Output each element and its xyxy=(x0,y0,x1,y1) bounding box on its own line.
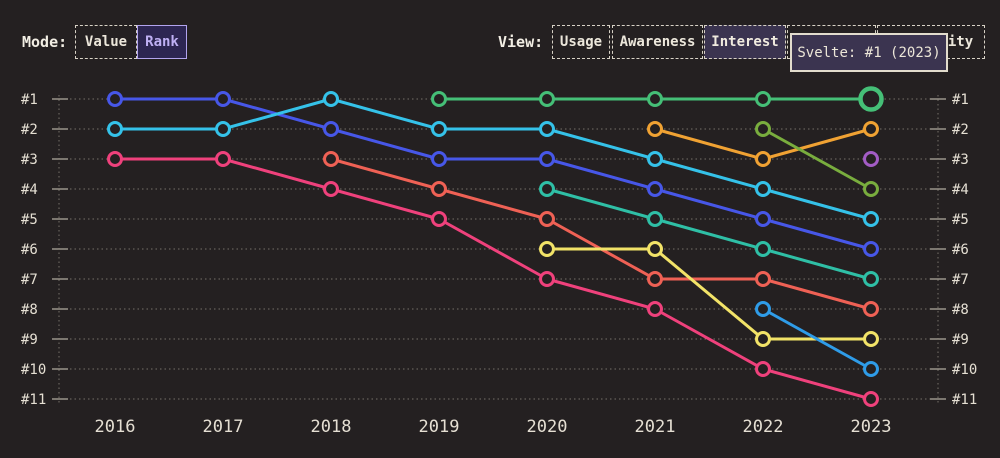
tooltip-text: Svelte: #1 (2023) xyxy=(797,44,941,61)
data-point-green-2021[interactable] xyxy=(647,91,663,107)
year-label-2023: 2023 xyxy=(851,417,892,437)
rank-label-right-6: #6 xyxy=(952,242,969,258)
rank-label-right-2: #2 xyxy=(952,122,969,138)
rank-label-left-2: #2 xyxy=(21,122,38,138)
data-point-sky-2017[interactable] xyxy=(215,121,231,137)
rank-label-right-7: #7 xyxy=(952,272,969,288)
rank-label-left-5: #5 xyxy=(21,212,38,228)
data-point-indigo-2023[interactable] xyxy=(863,241,879,257)
rank-label-left-9: #9 xyxy=(21,332,38,348)
mode-label: Mode: xyxy=(22,33,68,51)
rank-label-left-11: #11 xyxy=(21,392,46,408)
data-point-indigo-2017[interactable] xyxy=(215,91,231,107)
data-point-sky-2019[interactable] xyxy=(431,121,447,137)
data-point-violet-2023[interactable] xyxy=(863,151,879,167)
data-point-indigo-2016[interactable] xyxy=(107,91,123,107)
series-line-azure xyxy=(761,307,873,371)
data-point-teal-2021[interactable] xyxy=(647,211,663,227)
data-point-yellow-2022[interactable] xyxy=(755,331,771,347)
rank-label-right-8: #8 xyxy=(952,302,969,318)
view-option-usage[interactable]: Usage xyxy=(552,25,610,59)
rank-label-right-10: #10 xyxy=(952,362,977,378)
chart-tooltip: Svelte: #1 (2023) xyxy=(790,33,948,72)
data-point-indigo-2018[interactable] xyxy=(323,121,339,137)
data-point-indigo-2021[interactable] xyxy=(647,181,663,197)
series-line-indigo xyxy=(113,97,873,251)
data-point-rose-2017[interactable] xyxy=(215,151,231,167)
data-point-orange-2023[interactable] xyxy=(863,121,879,137)
data-point-sky-2020[interactable] xyxy=(539,121,555,137)
data-point-yellow-2023[interactable] xyxy=(863,331,879,347)
series-line-teal xyxy=(545,187,873,281)
rank-label-left-1: #1 xyxy=(21,92,38,108)
year-label-2018: 2018 xyxy=(311,417,352,437)
data-point-teal-2023[interactable] xyxy=(863,271,879,287)
rank-label-right-11: #11 xyxy=(952,392,977,408)
data-point-sky-2022[interactable] xyxy=(755,181,771,197)
data-point-rose-2019[interactable] xyxy=(431,211,447,227)
data-point-rose-2020[interactable] xyxy=(539,271,555,287)
data-point-coral-2021[interactable] xyxy=(647,271,663,287)
rank-label-left-10: #10 xyxy=(21,362,46,378)
rank-label-right-5: #5 xyxy=(952,212,969,228)
rank-label-left-8: #8 xyxy=(21,302,38,318)
data-point-sky-2021[interactable] xyxy=(647,151,663,167)
view-option-interest[interactable]: Interest xyxy=(704,25,786,59)
series-line-sky xyxy=(113,97,873,221)
data-point-teal-2022[interactable] xyxy=(755,241,771,257)
rank-label-left-3: #3 xyxy=(21,152,38,168)
year-label-2017: 2017 xyxy=(203,417,244,437)
series-line-olive xyxy=(761,127,873,191)
mode-option-value[interactable]: Value xyxy=(75,25,137,59)
data-point-coral-2018[interactable] xyxy=(323,151,339,167)
view-label: View: xyxy=(498,33,544,51)
data-point-orange-2021[interactable] xyxy=(647,121,663,137)
data-point-indigo-2020[interactable] xyxy=(539,151,555,167)
data-point-sky-2016[interactable] xyxy=(107,121,123,137)
data-point-sky-2023[interactable] xyxy=(863,211,879,227)
data-point-orange-2022[interactable] xyxy=(755,151,771,167)
data-point-olive-2022[interactable] xyxy=(755,121,771,137)
rank-label-right-4: #4 xyxy=(952,182,969,198)
data-point-green-2022[interactable] xyxy=(755,91,771,107)
data-point-rose-2023[interactable] xyxy=(863,391,879,407)
rank-label-left-4: #4 xyxy=(21,182,38,198)
data-point-yellow-2020[interactable] xyxy=(539,241,555,257)
data-point-azure-2023[interactable] xyxy=(863,361,879,377)
data-point-coral-2020[interactable] xyxy=(539,211,555,227)
data-point-coral-2022[interactable] xyxy=(755,271,771,287)
year-label-2020: 2020 xyxy=(527,417,568,437)
data-point-rose-2021[interactable] xyxy=(647,301,663,317)
data-point-rose-2022[interactable] xyxy=(755,361,771,377)
data-point-coral-2019[interactable] xyxy=(431,181,447,197)
rank-label-right-3: #3 xyxy=(952,152,969,168)
data-point-indigo-2022[interactable] xyxy=(755,211,771,227)
year-label-2016: 2016 xyxy=(95,417,136,437)
data-point-rose-2016[interactable] xyxy=(107,151,123,167)
data-point-indigo-2019[interactable] xyxy=(431,151,447,167)
view-option-awareness[interactable]: Awareness xyxy=(612,25,703,59)
data-point-olive-2023[interactable] xyxy=(863,181,879,197)
data-point-yellow-2021[interactable] xyxy=(647,241,663,257)
year-label-2022: 2022 xyxy=(743,417,784,437)
year-label-2019: 2019 xyxy=(419,417,460,437)
rank-label-right-1: #1 xyxy=(952,92,969,108)
year-label-2021: 2021 xyxy=(635,417,676,437)
data-point-green-2020[interactable] xyxy=(539,91,555,107)
series-line-coral xyxy=(329,157,873,311)
data-point-green-2023[interactable] xyxy=(858,86,884,112)
rank-label-left-6: #6 xyxy=(21,242,38,258)
data-point-sky-2018[interactable] xyxy=(323,91,339,107)
data-point-teal-2020[interactable] xyxy=(539,181,555,197)
data-point-green-2019[interactable] xyxy=(431,91,447,107)
data-point-azure-2022[interactable] xyxy=(755,301,771,317)
rank-label-right-9: #9 xyxy=(952,332,969,348)
mode-option-rank[interactable]: Rank xyxy=(137,25,187,59)
data-point-coral-2023[interactable] xyxy=(863,301,879,317)
data-point-rose-2018[interactable] xyxy=(323,181,339,197)
rank-label-left-7: #7 xyxy=(21,272,38,288)
series-line-rose xyxy=(113,157,873,401)
